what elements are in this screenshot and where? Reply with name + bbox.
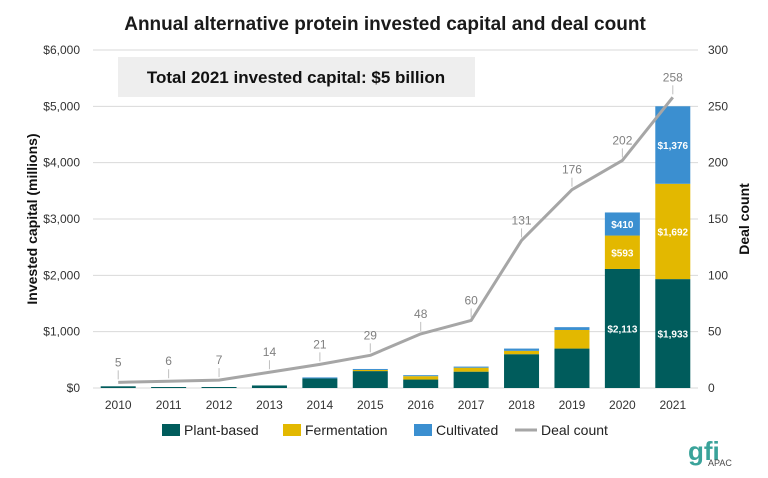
bar-segment (151, 387, 187, 388)
bar-segment (251, 385, 287, 388)
bar-segment (403, 379, 439, 388)
x-tick-label: 2015 (357, 398, 384, 412)
y2-tick-label: 200 (708, 156, 728, 170)
y-tick-label: $2,000 (43, 268, 80, 282)
deal-count-label: 21 (313, 337, 327, 351)
x-tick-label: 2019 (559, 398, 586, 412)
bar-segment (604, 212, 640, 236)
legend-label: Fermentation (305, 422, 387, 438)
y-tick-label: $0 (67, 381, 81, 395)
x-tick-label: 2018 (508, 398, 535, 412)
deal-count-label: 202 (612, 133, 632, 147)
legend-swatch (414, 424, 432, 436)
x-tick-label: 2010 (105, 398, 132, 412)
chart-title: Annual alternative protein invested capi… (124, 14, 646, 35)
bar-segment (453, 366, 489, 368)
callout-text: Total 2021 invested capital: $5 billion (147, 68, 445, 87)
deal-count-label: 60 (464, 293, 478, 307)
deal-count-label: 14 (263, 345, 277, 359)
bars-layer (100, 106, 691, 388)
bar-data-label: $2,113 (607, 324, 637, 335)
x-tick-label: 2017 (458, 398, 485, 412)
y-tick-label: $4,000 (43, 156, 80, 170)
bar-data-label: $593 (611, 248, 634, 259)
callout-box (118, 57, 475, 97)
y-tick-label: $1,000 (43, 325, 80, 339)
x-tick-label: 2021 (659, 398, 686, 412)
y-axis-title: Invested capital (millions) (24, 133, 40, 304)
legend-swatch (283, 424, 301, 436)
bar-data-label: $410 (611, 220, 634, 231)
bar-segment (403, 376, 439, 380)
x-tick-label: 2016 (407, 398, 434, 412)
deal-count-label: 176 (562, 163, 582, 177)
bar-segment (655, 279, 691, 388)
bar-segment (504, 350, 540, 355)
x-tick-label: 2014 (307, 398, 334, 412)
bar-segment (554, 327, 590, 330)
x-tick-label: 2012 (206, 398, 233, 412)
bar-segment (352, 369, 388, 372)
y2-tick-label: 150 (708, 212, 728, 226)
y-tick-label: $3,000 (43, 212, 80, 226)
bar-segment (554, 348, 590, 388)
y2-tick-label: 250 (708, 99, 728, 113)
x-axis-ticks: 2010 2011 2012 2013 2014 2015 2016 2017 2018 2019… (105, 398, 687, 412)
deal-count-label: 29 (364, 328, 378, 342)
bar-segment (655, 183, 691, 280)
legend-label: Plant-based (184, 422, 259, 438)
bar-data-label: $1,376 (657, 141, 688, 152)
bar-segment (554, 329, 590, 349)
deal-count-label: 6 (165, 354, 172, 368)
bar-data-label: $1,692 (657, 227, 688, 238)
bar-segment (604, 235, 640, 269)
gridlines (93, 49, 698, 389)
bar-segment (504, 354, 540, 388)
bar-segment (403, 375, 439, 377)
bar-segment (655, 106, 691, 184)
deal-count-line (118, 96, 674, 384)
x-tick-label: 2020 (609, 398, 636, 412)
deal-count-label: 7 (216, 353, 223, 367)
bar-segment (453, 367, 489, 372)
bar-segment (302, 377, 338, 379)
y2-tick-label: 0 (708, 381, 715, 395)
bar-segment (453, 371, 489, 388)
bar-labels-layer: $2,113 $593 $410 $1,933 $1,692 $1,376 (607, 141, 688, 341)
y2-tick-label: 100 (708, 268, 728, 282)
gfi-logo: gfi APAC (688, 436, 732, 468)
bar-segment (352, 371, 388, 388)
y2-axis-title: Deal count (736, 183, 752, 255)
bar-segment (504, 348, 540, 351)
logo-brand: gfi (688, 436, 720, 466)
bar-segment (604, 268, 640, 388)
bar-segment (352, 368, 388, 370)
x-tick-label: 2013 (256, 398, 283, 412)
bar-segment (100, 386, 136, 388)
bar-segment (201, 387, 237, 388)
deal-count-label: 258 (663, 70, 683, 84)
legend-swatch (162, 424, 180, 436)
deal-count-label: 131 (512, 213, 532, 227)
deal-count-label: 48 (414, 307, 428, 321)
logo-sub: APAC (708, 458, 732, 468)
y2-tick-label: 50 (708, 325, 722, 339)
bar-data-label: $1,933 (657, 330, 688, 341)
y-tick-label: $6,000 (43, 43, 80, 57)
deal-count-layer: 5 6 7 14 21 29 48 60 131 176 202 258 (115, 70, 683, 384)
x-tick-label: 2011 (156, 398, 182, 412)
deal-count-label: 5 (115, 355, 122, 369)
left-axis-ticks: $0 $1,000 $2,000 $3,000 $4,000 $5,000 $6,000 (43, 43, 80, 395)
legend-label: Cultivated (436, 422, 498, 438)
legend: Plant-based Fermentation Cultivated Deal co… (162, 422, 608, 438)
y-tick-label: $5,000 (43, 99, 80, 113)
legend-label: Deal count (541, 422, 608, 438)
right-axis-ticks: 0 50 100 150 200 250 300 (708, 43, 728, 395)
y2-tick-label: 300 (708, 43, 728, 57)
bar-segment (302, 378, 338, 388)
